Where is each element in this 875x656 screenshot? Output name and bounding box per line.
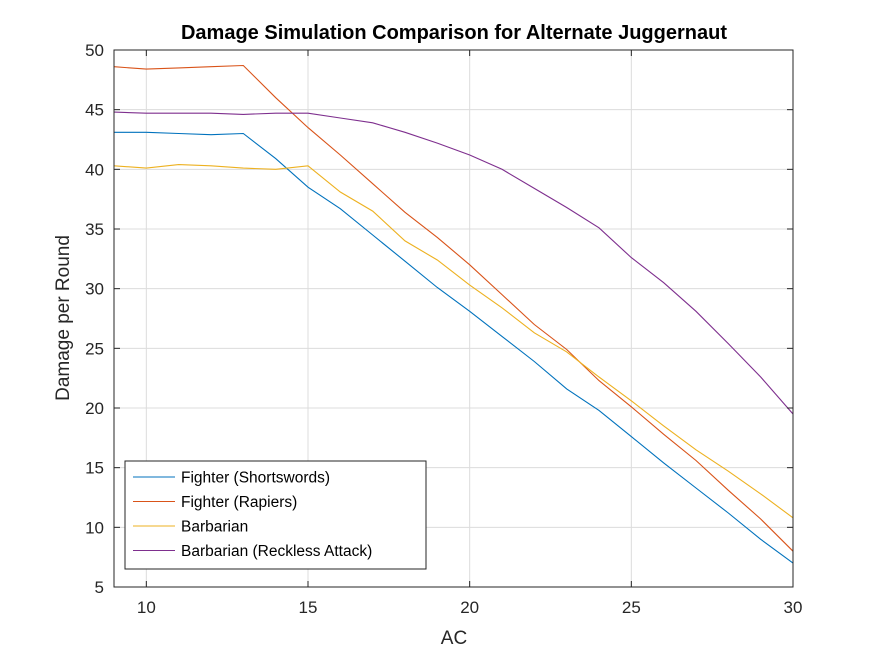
legend-label: Barbarian xyxy=(181,519,248,536)
legend-label: Fighter (Rapiers) xyxy=(181,494,297,511)
chart-title: Damage Simulation Comparison for Alterna… xyxy=(181,22,727,44)
y-tick-label: 15 xyxy=(85,459,104,478)
y-tick-label: 50 xyxy=(85,41,104,60)
x-tick-label: 15 xyxy=(299,598,318,617)
legend-label: Barbarian (Reckless Attack) xyxy=(181,543,372,560)
y-tick-label: 45 xyxy=(85,101,104,120)
y-tick-label: 20 xyxy=(85,399,104,418)
legend-label: Fighter (Shortswords) xyxy=(181,470,330,487)
x-tick-label: 30 xyxy=(784,598,803,617)
series-line xyxy=(113,111,794,415)
x-axis-label: AC xyxy=(441,628,467,649)
y-tick-label: 25 xyxy=(85,339,104,358)
x-tick-label: 25 xyxy=(622,598,641,617)
axis-ticks: 10 15 20 25 30 5 10 15 20 25 30 35 40 45 50 xyxy=(85,41,802,617)
x-tick-label: 10 xyxy=(137,598,156,617)
y-tick-label: 35 xyxy=(85,220,104,239)
plot-frame xyxy=(113,49,794,588)
legend-box xyxy=(124,460,427,570)
x-tick-label: 20 xyxy=(460,598,479,617)
y-tick-label: 5 xyxy=(95,578,104,597)
series-line xyxy=(113,64,794,552)
y-tick-label: 10 xyxy=(85,518,104,537)
y-axis-label: Damage per Round xyxy=(53,235,74,401)
series-line xyxy=(113,164,794,519)
series-lines xyxy=(113,64,794,564)
series-line xyxy=(114,131,794,564)
legend: Fighter (Shortswords) Fighter (Rapiers) Ba… xyxy=(124,460,427,570)
y-tick-label: 40 xyxy=(85,160,104,179)
y-tick-label: 30 xyxy=(85,280,104,299)
